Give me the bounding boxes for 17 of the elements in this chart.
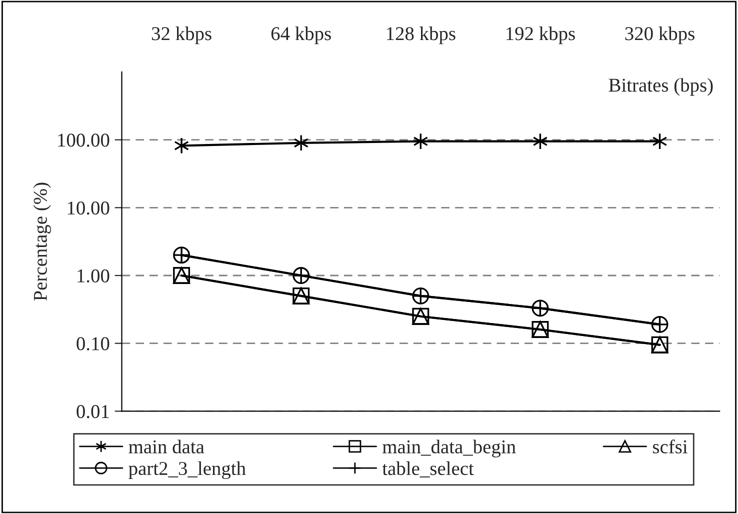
- legend-label: part2_3_length: [128, 461, 246, 480]
- y-tick-label: 0.01: [76, 405, 109, 418]
- y-tick-label: 1.00: [78, 269, 110, 283]
- legend-label: table_select: [382, 461, 474, 478]
- x-tick-label: 64 kbps: [271, 26, 331, 44]
- x-tick-label: 320 kbps: [625, 26, 694, 44]
- x-tick-label: 128 kbps: [386, 26, 456, 44]
- legend-label: scfsi: [652, 440, 688, 454]
- y-tick-label: 10.00: [68, 201, 110, 215]
- legend-label: main_data_begin: [382, 440, 516, 458]
- y-tick-label: 100.00: [58, 134, 110, 147]
- legend-label: main data: [128, 440, 204, 454]
- x-axis-title: Bitrates (bps): [608, 78, 713, 96]
- x-tick-label: 192 kbps: [506, 26, 575, 44]
- y-axis-title: Percentage (%): [33, 182, 51, 301]
- y-tick-label: 0.10: [76, 337, 110, 350]
- x-tick-label: 32 kbps: [152, 26, 212, 44]
